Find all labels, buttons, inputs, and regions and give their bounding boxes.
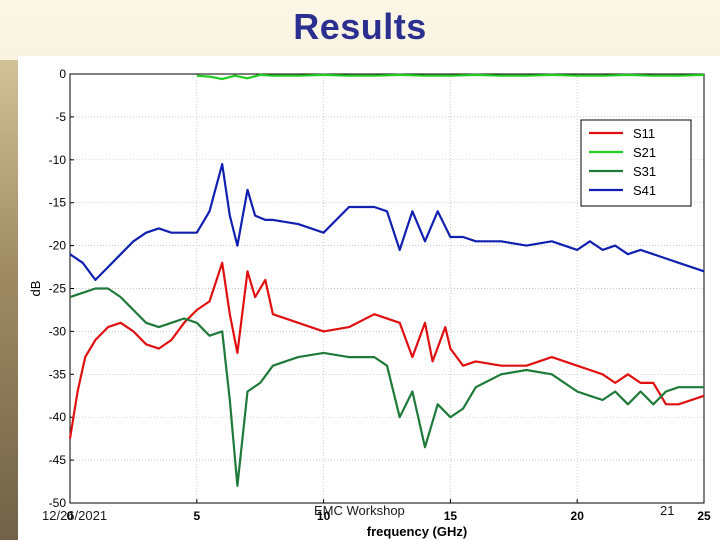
y-tick-label: -30 bbox=[49, 324, 67, 338]
results-chart: 0-5-10-15-20-25-30-35-40-45-500 5 10 15 20 25… bbox=[28, 67, 711, 539]
legend-label-s21: S21 bbox=[633, 145, 656, 160]
chart-frame: 0 -5 -10 -15 -20 -25 -30 -35 -40 -45 -50 0 5 10 15 20 25… bbox=[18, 56, 720, 540]
legend-label-s31: S31 bbox=[633, 164, 656, 179]
x-tick-label: 0 bbox=[67, 509, 74, 523]
y-tick-label: -50 bbox=[49, 496, 67, 510]
x-tick-label: 5 bbox=[193, 509, 200, 523]
y-tick-label: -25 bbox=[49, 282, 67, 296]
y-tick-label: -20 bbox=[49, 239, 67, 253]
y-tick-label: 0 bbox=[59, 67, 66, 81]
y-tick-label: -45 bbox=[49, 453, 67, 467]
y-tick-label: -35 bbox=[49, 367, 67, 381]
legend-label-s41: S41 bbox=[633, 183, 656, 198]
series-line-s31 bbox=[69, 287, 704, 487]
footer-event: EMC Workshop bbox=[314, 503, 405, 518]
series-line-s41 bbox=[69, 162, 705, 281]
series-line-s11 bbox=[68, 261, 705, 439]
footer-page-number: 21 bbox=[660, 503, 675, 518]
x-axis-label: frequency (GHz) bbox=[367, 524, 467, 539]
footer-date: 12/26/2021 bbox=[42, 508, 108, 523]
legend-label-s11: S11 bbox=[633, 126, 655, 141]
x-tick-label: 25 bbox=[697, 509, 711, 523]
x-tick-label: 10 bbox=[317, 509, 331, 523]
y-tick-label: -5 bbox=[55, 110, 66, 124]
y-axis-label: dB bbox=[28, 281, 43, 297]
slide-title: Results bbox=[293, 6, 427, 47]
y-tick-label: -10 bbox=[49, 153, 67, 167]
legend-box bbox=[580, 119, 692, 207]
series-line-s21 bbox=[196, 73, 705, 81]
x-tick-label: 20 bbox=[571, 509, 585, 523]
y-tick-label: -15 bbox=[49, 196, 67, 210]
x-tick-label: 15 bbox=[444, 509, 458, 523]
y-tick-label: -40 bbox=[49, 410, 67, 424]
